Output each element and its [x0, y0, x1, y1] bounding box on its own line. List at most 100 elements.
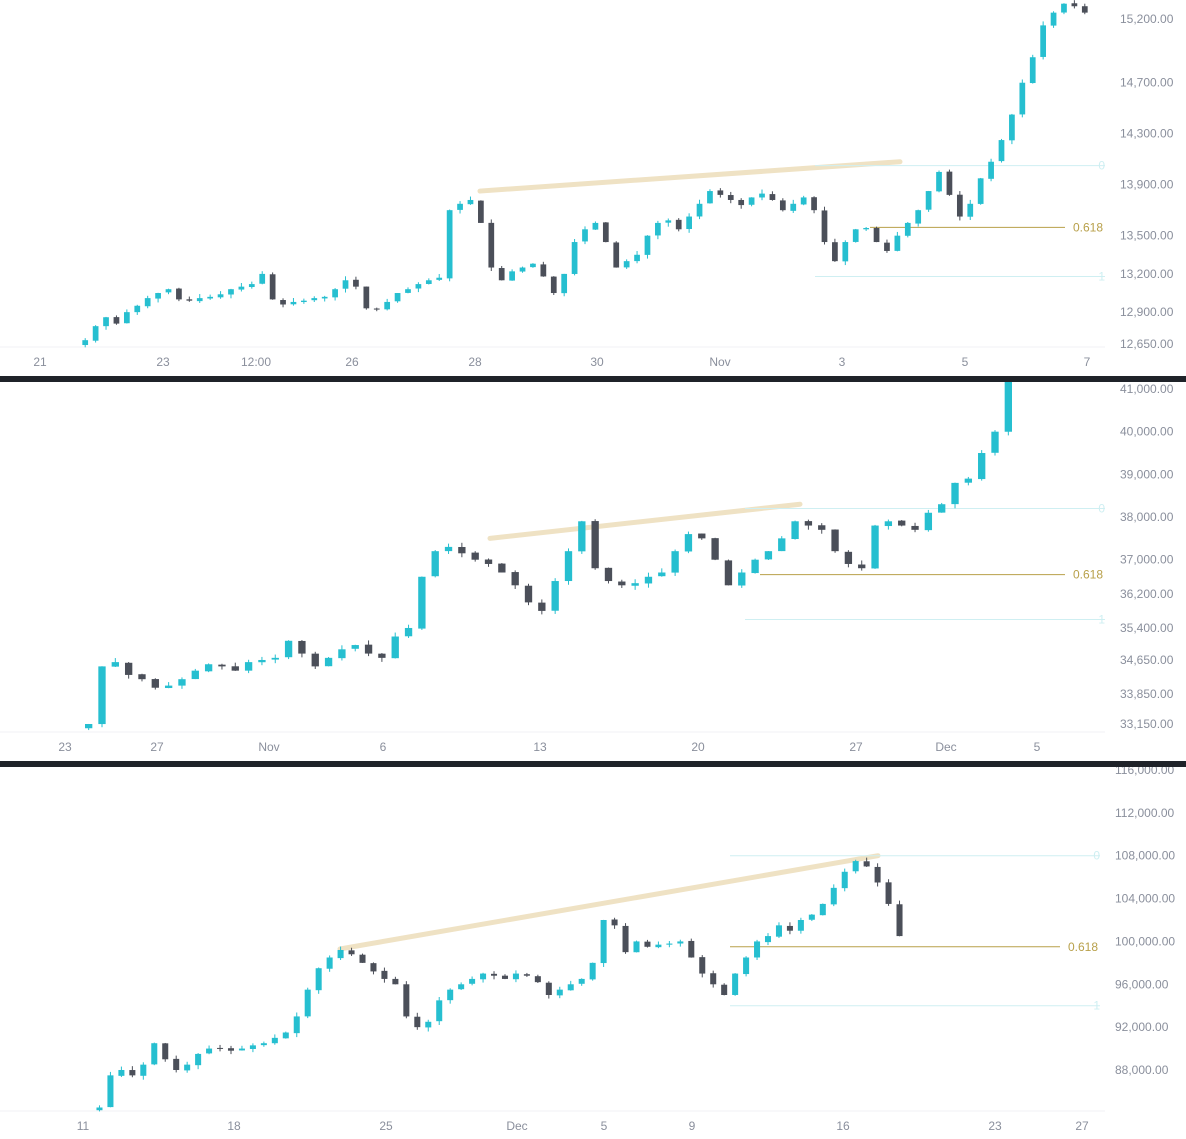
candle-body[interactable]: [754, 941, 761, 958]
candle-body[interactable]: [484, 559, 493, 564]
candle-body[interactable]: [436, 1000, 443, 1022]
candle-body[interactable]: [811, 197, 817, 211]
candlestick-chart-3[interactable]: 116,000.00 112,000.00 108,000.00 104,000.00…: [0, 767, 1186, 1139]
candle-body[interactable]: [804, 521, 813, 526]
candle-body[interactable]: [591, 521, 599, 569]
candle-body[interactable]: [311, 653, 319, 667]
candle-body[interactable]: [258, 659, 266, 663]
candle-body[interactable]: [556, 989, 563, 996]
candle-body[interactable]: [304, 989, 311, 1017]
candle-body[interactable]: [509, 271, 515, 281]
candle-body[interactable]: [925, 191, 932, 210]
candle-body[interactable]: [551, 581, 559, 611]
candle-body[interactable]: [538, 602, 546, 611]
candle-body[interactable]: [191, 670, 199, 680]
candle-body[interactable]: [530, 263, 536, 268]
candle-body[interactable]: [858, 564, 866, 569]
candle-body[interactable]: [759, 193, 765, 198]
candle-body[interactable]: [217, 1047, 224, 1049]
candle-body[interactable]: [764, 551, 773, 560]
candle-body[interactable]: [123, 312, 130, 324]
candle-body[interactable]: [523, 974, 530, 976]
candle-body[interactable]: [991, 431, 999, 453]
candle-body[interactable]: [207, 296, 214, 299]
candle-body[interactable]: [370, 963, 377, 972]
candle-body[interactable]: [164, 685, 173, 689]
candle-body[interactable]: [155, 293, 161, 299]
candle-body[interactable]: [186, 299, 193, 301]
candle-body[interactable]: [403, 984, 410, 1017]
candle-body[interactable]: [951, 482, 959, 505]
candle-body[interactable]: [447, 989, 454, 1001]
candle-body[interactable]: [873, 228, 880, 243]
candle-body[interactable]: [418, 576, 426, 629]
candle-body[interactable]: [269, 274, 276, 300]
candle-body[interactable]: [964, 478, 973, 483]
candle-body[interactable]: [151, 1043, 158, 1065]
candle-body[interactable]: [96, 1107, 103, 1111]
candle-body[interactable]: [717, 190, 724, 195]
candle-body[interactable]: [1019, 82, 1026, 115]
candle-body[interactable]: [469, 978, 476, 984]
candle-body[interactable]: [738, 199, 745, 206]
candle-body[interactable]: [686, 216, 692, 230]
candle-body[interactable]: [206, 1048, 213, 1054]
candle-body[interactable]: [894, 235, 901, 251]
candle-body[interactable]: [936, 171, 942, 192]
candle-body[interactable]: [184, 1064, 191, 1071]
candle-body[interactable]: [204, 664, 213, 672]
candle-body[interactable]: [512, 973, 519, 980]
candle-body[interactable]: [151, 679, 159, 688]
candle-body[interactable]: [571, 242, 578, 274]
candle-body[interactable]: [231, 666, 239, 671]
candle-body[interactable]: [769, 194, 776, 200]
candle-body[interactable]: [238, 1048, 245, 1051]
candle-body[interactable]: [195, 1053, 202, 1066]
candle-body[interactable]: [311, 298, 318, 301]
candle-body[interactable]: [124, 662, 133, 675]
trendline[interactable]: [477, 159, 903, 194]
candle-body[interactable]: [359, 954, 366, 963]
candle-body[interactable]: [436, 277, 443, 280]
candle-body[interactable]: [98, 666, 106, 725]
candle-body[interactable]: [293, 1016, 300, 1034]
candle-body[interactable]: [852, 861, 859, 872]
candle-body[interactable]: [592, 222, 599, 230]
candle-body[interactable]: [666, 943, 673, 945]
candle-body[interactable]: [582, 229, 588, 242]
trendline[interactable]: [337, 853, 881, 952]
candle-body[interactable]: [144, 298, 151, 307]
candle-body[interactable]: [911, 525, 919, 530]
candle-body[interactable]: [791, 521, 799, 540]
candle-body[interactable]: [998, 140, 1005, 162]
candle-body[interactable]: [391, 636, 399, 659]
candle-body[interactable]: [665, 220, 672, 223]
candle-body[interactable]: [831, 529, 839, 552]
candle-body[interactable]: [946, 171, 953, 195]
candle-body[interactable]: [724, 560, 733, 586]
candle-body[interactable]: [178, 679, 186, 686]
candle-body[interactable]: [140, 1064, 147, 1076]
candle-body[interactable]: [381, 970, 388, 979]
candle-body[interactable]: [967, 203, 974, 217]
candle-body[interactable]: [284, 640, 293, 658]
candle-body[interactable]: [404, 627, 413, 637]
candle-body[interactable]: [655, 944, 662, 948]
candle-body[interactable]: [107, 1075, 114, 1108]
candle-body[interactable]: [488, 222, 495, 268]
trendline[interactable]: [487, 501, 803, 541]
candle-body[interactable]: [259, 273, 266, 284]
candle-body[interactable]: [373, 308, 380, 310]
candle-body[interactable]: [738, 572, 746, 586]
candle-body[interactable]: [871, 525, 879, 569]
candle-body[interactable]: [282, 1032, 289, 1039]
candle-body[interactable]: [602, 222, 609, 243]
candle-body[interactable]: [446, 210, 453, 279]
candle-body[interactable]: [332, 289, 338, 298]
candle-body[interactable]: [173, 1058, 180, 1070]
candle-body[interactable]: [567, 984, 574, 991]
candle-body[interactable]: [129, 1070, 136, 1076]
candle-body[interactable]: [545, 982, 552, 995]
candle-body[interactable]: [924, 512, 933, 531]
candle-body[interactable]: [841, 871, 848, 889]
